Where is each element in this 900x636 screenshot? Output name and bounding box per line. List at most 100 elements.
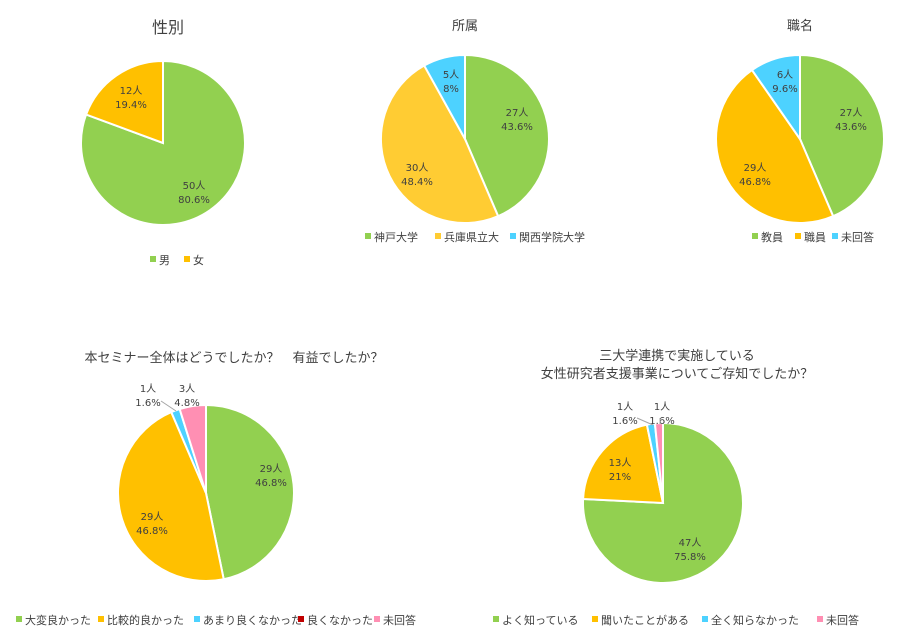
data-label-percent: 1.6% [612, 416, 637, 427]
legend-swatch [16, 616, 22, 622]
legend-item: 聞いたことがある [592, 613, 689, 627]
legend-swatch [298, 616, 304, 622]
legend-label: 比較的良かった [107, 613, 184, 627]
data-label-percent: 46.8% [255, 478, 287, 489]
data-label-percent: 21% [609, 472, 631, 483]
pie-slice [653, 421, 664, 504]
pie-slice [750, 53, 801, 143]
legend-label: 大変良かった [25, 613, 91, 627]
pie-chart-1: 性別50人80.6%12人19.4%男女 [79, 18, 246, 267]
legend-item: 良くなかった [298, 613, 373, 627]
data-label-count: 12人 [120, 85, 143, 97]
legend-swatch [493, 616, 499, 622]
legend-swatch [150, 256, 156, 262]
data-label-percent: 46.8% [136, 526, 168, 537]
chart-title: 職名 [787, 18, 813, 34]
legend-item: よく知っている [493, 613, 578, 627]
pie-chart-4: 本セミナー全体はどうでしたか？ 有益でしたか？ 29人 46.8% 29人 46.8% 1… [16, 350, 416, 627]
chart-title: 性別 [152, 18, 184, 37]
data-label-count: 29人 [260, 463, 283, 475]
legend: 男女 [150, 253, 204, 267]
pie-chart-2: 所属 27人 43.6% 30人 48.4% 5人 8% 神戸大学 兵庫県立大 関西学院大学 [365, 19, 585, 244]
data-label-percent: 43.6% [501, 122, 533, 133]
data-label-percent: 80.6% [178, 195, 210, 206]
data-label-percent: 43.6% [835, 122, 867, 133]
legend-label: 未回答 [826, 613, 859, 627]
data-label-count: 13人 [609, 457, 632, 469]
pie-slice [79, 59, 246, 226]
chart-title: 所属 [452, 19, 478, 34]
data-label-count: 5人 [443, 69, 459, 81]
pie-slice [422, 53, 466, 143]
legend: 大変良かった 比較的良かった あまり良くなかった 良くなかった 未回答 [16, 613, 416, 627]
chart-title: 本セミナー全体はどうでしたか？ 有益でしたか？ [84, 350, 383, 366]
legend-label: 女 [193, 253, 204, 267]
legend-swatch [752, 233, 758, 239]
legend-swatch [98, 616, 104, 622]
legend-swatch [374, 616, 380, 622]
legend-label: 全く知らなかった [711, 613, 799, 627]
pie-slice [84, 59, 164, 145]
legend-item: 大変良かった [16, 613, 91, 627]
pie-slice [205, 403, 295, 581]
legend-label: 教員 [761, 231, 783, 244]
legend-item: 未回答 [817, 613, 859, 627]
legend-label: 男 [159, 254, 170, 267]
legend-swatch [817, 616, 823, 622]
legend-item: 関西学院大学 [510, 230, 585, 244]
legend-swatch [510, 233, 516, 239]
legend-label: 未回答 [841, 230, 874, 244]
legend-swatch [435, 233, 441, 239]
pie-slice [178, 403, 207, 494]
data-label-count: 30人 [406, 162, 429, 174]
legend-item: 女 [184, 253, 204, 267]
legend-item: 未回答 [374, 613, 416, 627]
data-label-count: 27人 [840, 107, 863, 119]
legend-label: 神戸大学 [374, 230, 418, 244]
legend-swatch [365, 233, 371, 239]
leader-line [160, 400, 177, 412]
legend: 神戸大学 兵庫県立大 関西学院大学 [365, 230, 585, 244]
pie-slice [117, 410, 225, 582]
legend-item: 兵庫県立大 [435, 230, 499, 244]
data-label-count: 47人 [679, 537, 702, 549]
legend-item: 比較的良かった [98, 613, 184, 627]
legend-label: あまり良くなかった [203, 613, 302, 627]
pie-slice [715, 68, 835, 224]
data-label-percent: 1.6% [649, 416, 674, 427]
legend-label: 良くなかった [307, 613, 373, 627]
data-label-percent: 75.8% [674, 552, 706, 563]
data-label-count: 6人 [777, 69, 793, 81]
legend-label: 兵庫県立大 [444, 230, 499, 244]
legend-item: 神戸大学 [365, 230, 418, 244]
data-label-percent: 19.4% [115, 100, 147, 111]
legend-label: 職員 [804, 231, 826, 244]
data-label-count: 3人 [179, 383, 195, 395]
chart-title: 三大学連携で実施している [599, 348, 755, 364]
legend-swatch [194, 616, 200, 622]
legend-label: 関西学院大学 [519, 230, 585, 244]
pie-slice [464, 53, 550, 218]
data-label-count: 1人 [617, 401, 633, 413]
data-label-percent: 8% [443, 84, 459, 95]
pie-slice [582, 423, 665, 505]
data-label-count: 1人 [140, 383, 156, 395]
pie-chart-3: 職名 27人 43.6% 29人 46.8% 6人 9.6% 教員 職員 未回答 [715, 18, 885, 244]
legend-swatch [184, 256, 190, 262]
chart-title-line2: 女性研究者支援事業についてご存知でしたか？ [541, 366, 814, 382]
data-label-percent: 46.8% [739, 177, 771, 188]
legend: よく知っている 聞いたことがある 全く知らなかった 未回答 [493, 613, 859, 627]
legend-item: 職員 [795, 231, 826, 244]
legend-swatch [592, 616, 598, 622]
legend-item: 未回答 [832, 230, 874, 244]
legend-label: よく知っている [502, 613, 578, 627]
legend-swatch [795, 233, 801, 239]
data-label-count: 29人 [744, 162, 767, 174]
legend-label: 未回答 [383, 613, 416, 627]
legend-swatch [702, 616, 708, 622]
data-label-count: 50人 [183, 180, 206, 192]
legend-label: 聞いたことがある [601, 613, 689, 627]
data-label-count: 29人 [141, 511, 164, 523]
